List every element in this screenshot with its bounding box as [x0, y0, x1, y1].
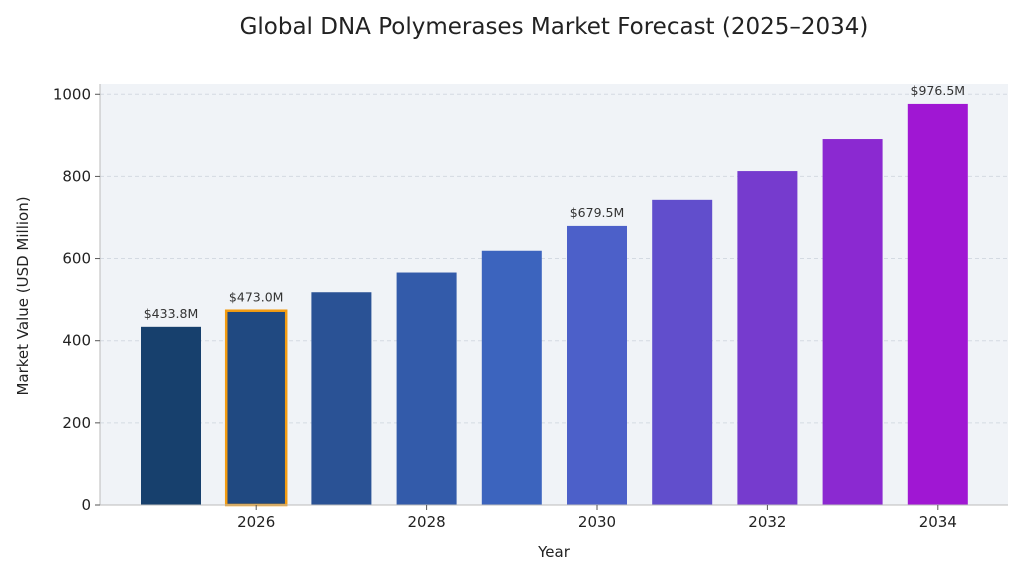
y-tick-label: 400	[62, 332, 91, 350]
x-tick-label: 2030	[578, 513, 616, 531]
bar-2027	[311, 292, 372, 505]
x-tick-label: 2032	[748, 513, 786, 531]
x-axis-title: Year	[537, 543, 571, 561]
bar-2028	[396, 272, 457, 505]
y-tick-label: 200	[62, 414, 91, 432]
data-labels: $433.8M $473.0M $679.5M $976.5M	[144, 83, 965, 321]
x-tick-label: 2034	[919, 513, 957, 531]
bars	[141, 103, 968, 507]
data-label-2030: $679.5M	[570, 205, 625, 220]
bar-2030	[567, 225, 627, 505]
chart-title: Global DNA Polymerases Market Forecast (…	[240, 14, 869, 40]
y-tick-label: 0	[81, 496, 91, 514]
x-tick-label: 2026	[237, 513, 275, 531]
data-label-2026: $473.0M	[229, 290, 284, 305]
y-tick-label: 600	[62, 250, 91, 268]
y-axis-title: Market Value (USD Million)	[14, 196, 32, 395]
bar-2033	[822, 139, 883, 505]
y-tick-label: 1000	[53, 85, 91, 103]
y-ticks: 0 200 400 600 800 1000	[53, 85, 100, 514]
bar-2025	[141, 326, 201, 505]
x-tick-label: 2028	[408, 513, 446, 531]
bar-2032	[737, 171, 798, 505]
data-label-2034: $976.5M	[911, 83, 966, 98]
bar-2026	[224, 309, 288, 507]
bar-2034	[907, 103, 968, 506]
y-tick-label: 800	[62, 167, 91, 185]
bar-2031	[652, 199, 713, 505]
x-ticks: 2026 2028 2030 2032 2034	[237, 505, 957, 531]
bar-2029	[481, 250, 542, 505]
data-label-2025: $433.8M	[144, 306, 199, 321]
